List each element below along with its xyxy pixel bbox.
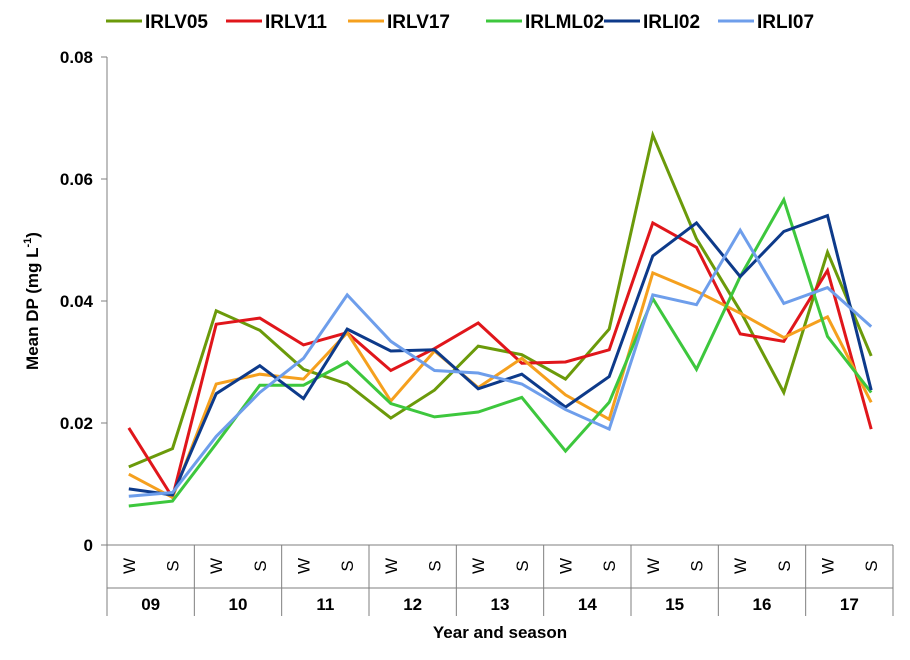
x-season-label: S	[688, 560, 707, 571]
legend-label: IRLV17	[387, 12, 450, 33]
legend-label: IRLV11	[265, 12, 327, 33]
x-season-label: S	[338, 560, 357, 571]
x-year-label: 11	[316, 595, 334, 614]
legend-label: IRLI07	[757, 12, 814, 33]
x-year-label: 09	[141, 595, 160, 614]
x-season-label: S	[426, 560, 445, 571]
x-season-label: W	[644, 558, 663, 574]
y-tick-label: 0.04	[60, 292, 94, 311]
legend-label: IRLV05	[145, 12, 208, 33]
legend: IRLV05 IRLV11 IRLV17 IRLML02 IRLI02 IRLI07	[106, 12, 814, 33]
series-line-irli07	[128, 227, 873, 498]
series-line-irlv11	[127, 220, 873, 502]
x-season-label: W	[731, 558, 750, 574]
x-year-label: 14	[578, 595, 597, 614]
axes	[106, 57, 893, 546]
x-season-label: S	[600, 560, 619, 571]
y-tick-label: 0	[84, 536, 93, 555]
x-year-label: 12	[403, 595, 422, 614]
y-tick-label: 0.02	[60, 414, 93, 433]
x-season-label: W	[557, 558, 576, 574]
y-tick-label: 0.08	[60, 48, 93, 67]
series-lines	[127, 130, 873, 508]
y-axis-label-main: Mean DP (mg L	[23, 247, 42, 369]
x-season-label: W	[469, 558, 488, 574]
y-ticks: 0 0.02 0.04 0.06 0.08	[60, 48, 107, 555]
x-season-label: W	[207, 558, 226, 574]
x-season-label: S	[862, 560, 881, 571]
x-season-label: S	[164, 560, 183, 571]
series-line-irli02	[128, 213, 873, 497]
legend-label: IRLI02	[643, 12, 700, 33]
x-season-label: W	[295, 558, 314, 574]
x-axis-label: Year and season	[433, 623, 567, 642]
x-year-label: 10	[229, 595, 248, 614]
x-year-label: 17	[840, 595, 859, 614]
x-category-axis: W S W S W S W S W S W S W S W S W S 09 10 11 12 13 14 15 16 17	[106, 545, 894, 616]
x-season-label: W	[120, 558, 139, 574]
y-axis-label-close: )	[23, 232, 42, 238]
x-year-label: 13	[491, 595, 510, 614]
x-year-label: 16	[753, 595, 772, 614]
x-season-label: W	[382, 558, 401, 574]
legend-label: IRLML02	[525, 12, 604, 33]
series-line-irlv05	[128, 130, 873, 469]
series-line-irlml02	[128, 195, 873, 508]
x-year-label: 15	[665, 595, 684, 614]
y-axis-label: Mean DP (mg L-1)	[22, 232, 42, 370]
x-season-label: S	[513, 560, 532, 571]
series-line-irlv17	[128, 270, 873, 500]
x-season-label: S	[775, 560, 794, 571]
y-axis-label-superscript: -1	[22, 238, 34, 248]
x-season-label: S	[251, 560, 270, 571]
y-tick-label: 0.06	[60, 170, 93, 189]
x-season-label: W	[819, 558, 838, 574]
